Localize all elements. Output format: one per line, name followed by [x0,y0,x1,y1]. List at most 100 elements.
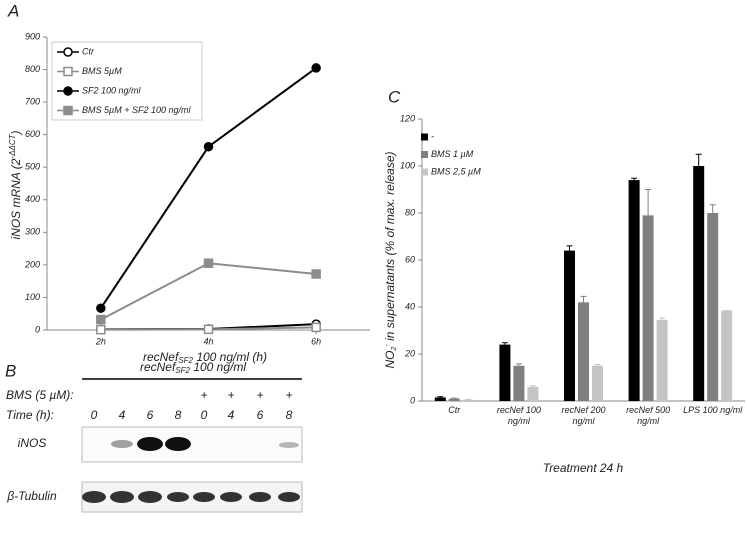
blot-row-label: iNOS [18,436,47,450]
band [82,491,106,503]
band [193,492,215,502]
band [249,492,271,502]
bar [578,302,589,401]
bar [592,365,603,401]
y-axis-label: NO2- in supernatants (% of max. release) [383,151,398,368]
marker [63,105,73,116]
y-tick-label: 100 [25,292,40,302]
error-bar [709,204,716,213]
legend-label: Ctr [82,46,95,56]
bms-label: BMS (5 µM): [6,388,74,402]
band [137,437,163,451]
lane-time: 6 [147,408,154,422]
error-bar [659,317,666,320]
lane-time: 4 [228,408,235,422]
band [165,437,191,451]
legend-label: BMS 5µM [82,66,122,76]
y-axis-label-sup: -ΔΔCT [8,133,17,158]
error-bar [515,363,522,366]
marker [96,314,106,325]
legend-swatch [421,168,428,176]
y-tick-label: 800 [25,64,40,74]
y-tick-label: 400 [25,194,40,204]
error-bar [645,189,652,216]
tubulin-bands [82,491,300,503]
x-tick-label-box: recNef 200 ng/ml [561,405,606,426]
y-axis-label-part: ) [9,131,23,137]
band [278,492,300,502]
blot-header-part: 100 ng/ml [190,360,246,374]
error-bar [501,342,508,345]
blot-header-sub: SF2 [175,366,190,375]
lane-time: 0 [201,408,208,422]
x-tick-label-box: Ctr [448,405,461,415]
y-tick-label: 200 [24,259,40,269]
lane-time: 8 [175,408,182,422]
y-axis-label-sub: 2 [391,347,398,352]
lane-time: 4 [119,408,126,422]
marker [63,47,73,57]
marker [96,324,106,335]
x-axis-label-part: 100 ng/ml (h) [193,350,267,364]
bar [642,215,654,401]
bar [707,213,719,401]
x-tick-label: 2h [95,336,106,346]
marker [96,303,106,313]
blot-header-part: recNef [140,360,177,374]
panel-label: C [388,87,401,106]
error-bar [529,385,536,387]
legend-swatch [421,133,428,141]
western-blot: B recNefSF2 100 ng/ml BMS (5 µM): Time (… [5,360,303,513]
blot-header: recNefSF2 100 ng/ml [140,360,246,375]
bar [513,365,525,401]
lane-bms: + [200,388,207,402]
legend-swatch [421,151,428,158]
lane-bms: + [256,388,263,402]
marker [63,66,73,77]
x-tick-label: 6h [311,336,321,346]
y-tick-label: 20 [404,348,415,358]
band [138,491,162,503]
x-tick-label-box: recNef 500 ng/ml [626,405,670,426]
error-bar [566,245,573,251]
time-label: Time (h): [6,408,54,422]
bar [628,180,640,401]
y-tick-label: 100 [400,160,415,170]
y-tick-label: 900 [25,31,40,41]
marker [311,322,321,333]
band [279,442,299,448]
bar [448,398,460,401]
error-bar [631,177,638,181]
x-axis-label-part: recNef [143,350,180,364]
lane-time: 0 [91,408,98,422]
x-axis-label: Treatment 24 h [543,461,624,475]
lane-bms: + [227,388,234,402]
x-tick-label: LPS 100 ng/ml [683,405,743,415]
panel-label: A [7,1,19,20]
lane-time: 8 [286,408,293,422]
legend-label: BMS 2,5 µM [431,166,481,176]
legend-label: BMS 5µM + SF2 100 ng/ml [82,105,191,115]
error-bar [695,153,702,166]
bar [527,386,539,401]
marker [203,141,214,152]
bar [564,250,575,401]
bar [462,399,474,401]
y-tick-label: 120 [400,113,415,123]
x-tick-label: Ctr [448,405,461,415]
y-tick-label: 40 [405,301,415,311]
legend-box [51,41,203,121]
marker [311,63,321,73]
x-tick-label: recNef 200 ng/ml [561,405,606,426]
x-tick-label-box: LPS 100 ng/ml [683,405,743,415]
marker [63,86,73,96]
error-bar [594,364,601,366]
y-axis-label-part: NO [383,351,397,369]
marker [203,258,214,269]
bar [434,397,446,401]
x-axis-label: recNefSF2 100 ng/ml (h) [143,350,267,365]
y-tick-label: 300 [25,227,40,237]
lane-bms: + [285,388,292,402]
x-axis-label-sub: SF2 [178,356,193,365]
